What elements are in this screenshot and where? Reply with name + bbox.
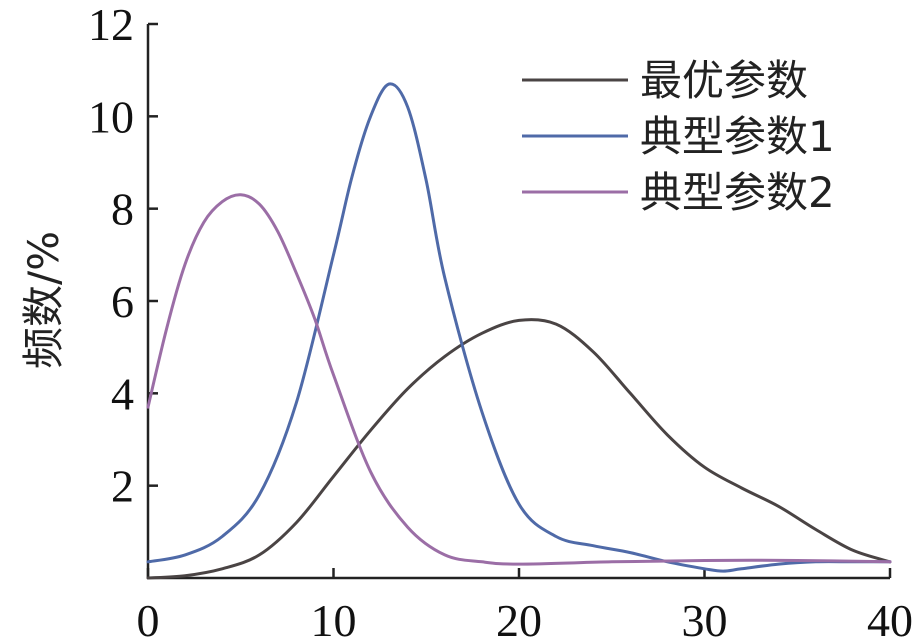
series-line-3	[146, 193, 892, 566]
y-tick-label: 10	[88, 91, 134, 142]
legend-label-3: 典型参数2	[640, 168, 835, 217]
x-tick-label: 40	[867, 595, 913, 643]
legend-label-2: 典型参数1	[640, 112, 835, 161]
series-line-2	[146, 82, 892, 573]
y-tick-label: 4	[111, 368, 134, 419]
x-tick-label: 0	[137, 595, 160, 643]
x-tick-label: 20	[496, 595, 542, 643]
x-tick-label: 30	[682, 595, 728, 643]
y-tick-label: 12	[88, 0, 134, 50]
legend-label-1: 最优参数	[640, 56, 808, 105]
series-line-1	[146, 318, 892, 580]
x-tick-label: 10	[311, 595, 357, 643]
axes: 0 10 20 30 40 2 4 6 8 10 12	[88, 0, 913, 643]
y-tick-label: 8	[111, 184, 134, 235]
y-axis-title: 频数/%	[19, 231, 68, 369]
y-tick-label: 6	[111, 276, 134, 327]
series-layer	[146, 82, 892, 580]
y-tick-label: 2	[111, 461, 134, 512]
